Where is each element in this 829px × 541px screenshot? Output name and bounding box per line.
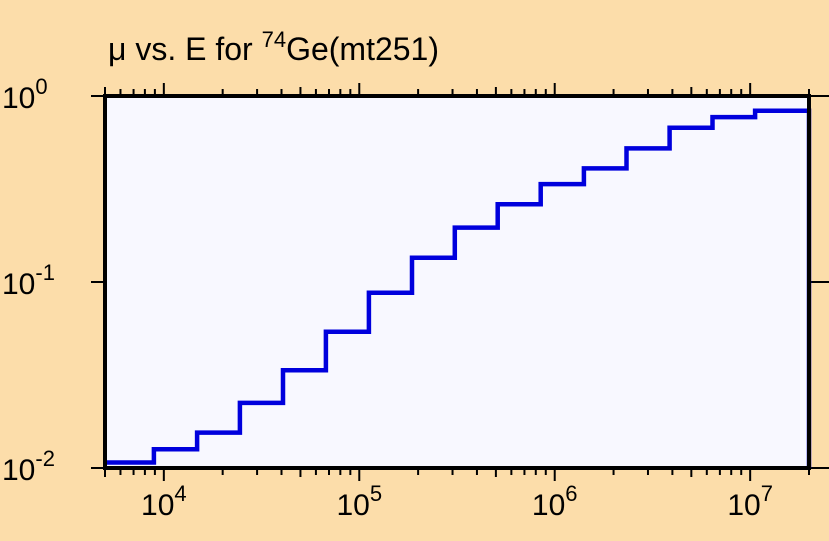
y-tick-label: 100 <box>2 74 48 115</box>
y-tick-label: 10-2 <box>2 446 55 487</box>
x-tick-label: 104 <box>141 481 187 522</box>
x-tick-label: 106 <box>532 481 578 522</box>
y-tick-exponent: -1 <box>35 260 55 285</box>
x-tick-labels: 104 105 106 107 <box>141 481 773 522</box>
x-tick-base: 10 <box>336 489 369 522</box>
y-minor-ticks <box>91 95 829 469</box>
chart-title: μ vs. E for 74Ge(mt251) <box>108 27 439 67</box>
y-tick-exponent: 0 <box>35 74 47 99</box>
x-tick-label: 107 <box>727 481 773 522</box>
plot-area <box>105 96 809 468</box>
x-tick-base: 10 <box>141 489 174 522</box>
y-tick-base: 10 <box>2 82 35 115</box>
plot-frame <box>103 94 811 470</box>
x-tick-base: 10 <box>727 489 760 522</box>
x-tick-exponent: 4 <box>174 481 186 506</box>
x-tick-exponent: 6 <box>565 481 577 506</box>
x-tick-base: 10 <box>532 489 565 522</box>
title-superscript: 74 <box>262 27 286 52</box>
title-suffix: Ge(mt251) <box>286 31 439 67</box>
series-line <box>105 108 812 468</box>
y-tick-base: 10 <box>2 268 35 301</box>
x-tick-exponent: 5 <box>370 481 382 506</box>
y-tick-label: 10-1 <box>2 260 55 301</box>
y-tick-base: 10 <box>2 454 35 487</box>
x-tick-label: 105 <box>336 481 382 522</box>
title-prefix: μ vs. E for <box>108 31 262 67</box>
y-tick-exponent: -2 <box>35 446 55 471</box>
x-tick-exponent: 7 <box>761 481 773 506</box>
